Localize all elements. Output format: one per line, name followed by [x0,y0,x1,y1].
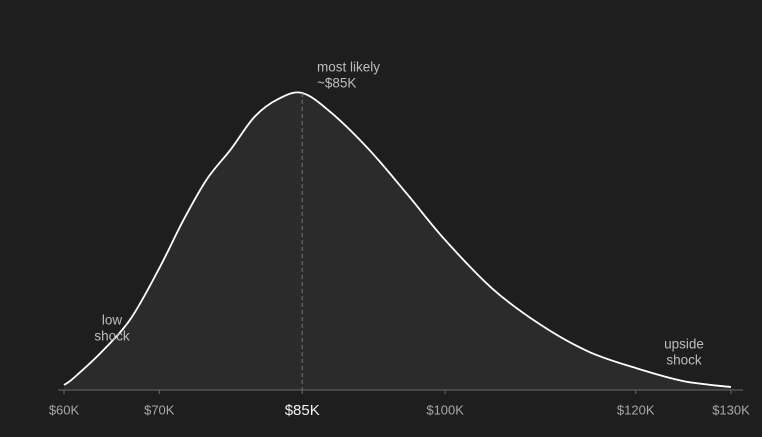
x-tick-label: $60K [49,402,80,417]
annotation: most likely [317,60,380,75]
annotation: upside [664,337,704,352]
annotation: shock [666,353,702,368]
x-tick-label: $70K [144,402,175,417]
x-tick-label: $120K [617,402,655,417]
x-tick-label: $130K [712,402,750,417]
annotation: shock [94,329,130,344]
area-fill [64,92,731,390]
annotation: low [102,313,123,328]
annotation: ~$85K [317,76,356,91]
x-tick-label: $100K [426,402,464,417]
x-tick-label: $85K [285,402,320,419]
